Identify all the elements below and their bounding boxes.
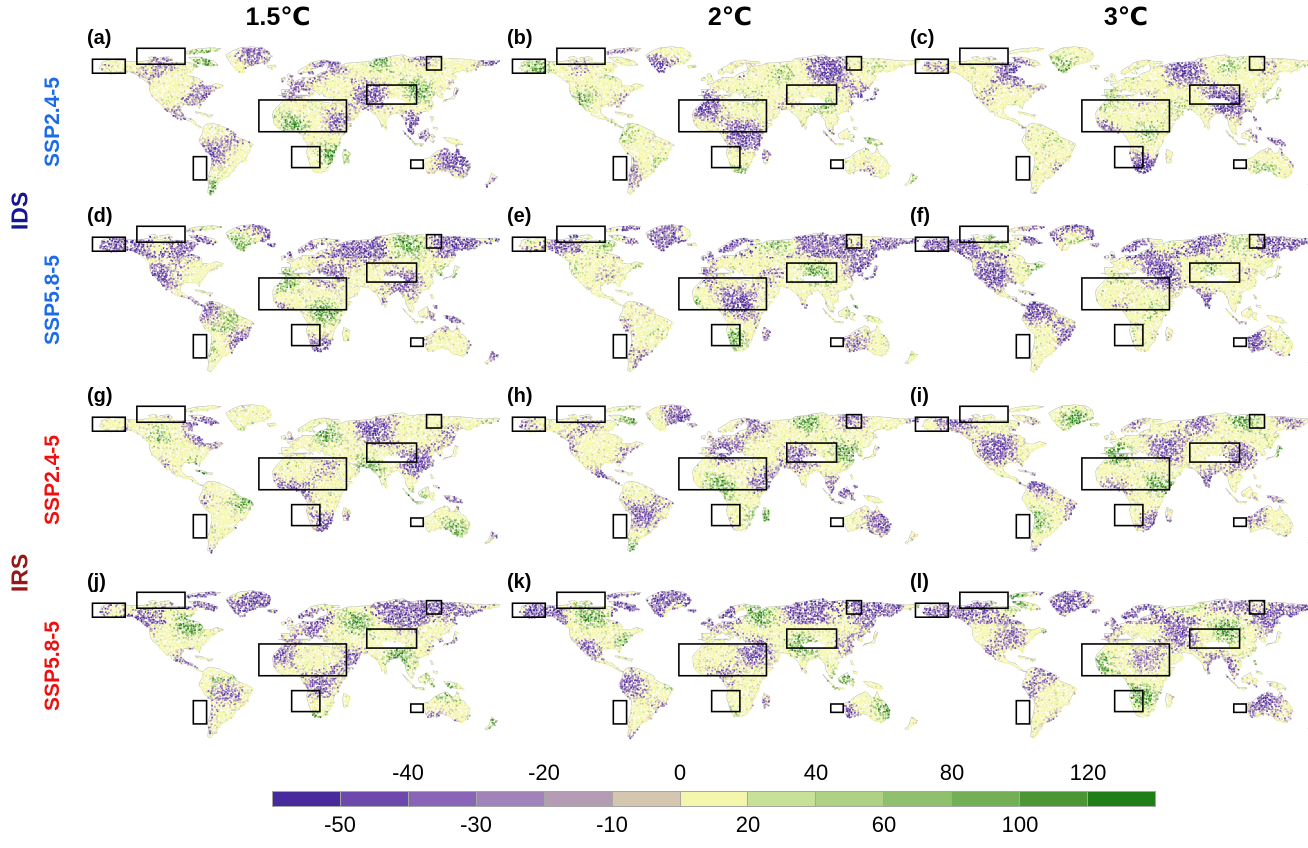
colorbar-tick-bottom: 100: [1001, 812, 1039, 837]
world-map: [908, 404, 1308, 556]
colorbar-segment: [543, 792, 612, 806]
map-panel-d: (d): [85, 205, 500, 376]
panel-letter: (h): [507, 385, 533, 407]
row-group-label-irs: IRS: [6, 553, 33, 593]
panel-letter: (e): [507, 205, 532, 227]
panel-letter: (d): [87, 205, 113, 227]
colorbar-tick-top: 40: [803, 760, 829, 785]
world-map: [908, 46, 1308, 198]
map-panel-h: (h): [505, 385, 920, 556]
colorbar-segment: [407, 792, 476, 806]
row-label-ssp245-irs: SSP2.4-5: [41, 435, 64, 525]
map-panel-c: (c): [908, 27, 1308, 198]
row-label-ssp585-irs: SSP5.8-5: [41, 621, 64, 711]
colorbar-tick-top: 0: [673, 760, 687, 785]
colorbar-tick-bottom: -50: [324, 812, 356, 837]
colorbar-segment: [1019, 792, 1088, 806]
colorbar-tick-bottom: -30: [460, 812, 492, 837]
world-map: [908, 590, 1308, 742]
colorbar-segment: [273, 792, 340, 806]
world-map: [85, 46, 500, 198]
map-panel-i: (i): [908, 385, 1308, 556]
column-header-3c: 3℃: [1103, 3, 1149, 31]
map-panel-a: (a): [85, 27, 500, 198]
world-map: [85, 404, 500, 556]
colorbar-tick-bottom: -10: [596, 812, 628, 837]
map-panel-k: (k): [505, 571, 920, 742]
panel-letter: (g): [87, 385, 113, 407]
map-panel-g: (g): [85, 385, 500, 556]
column-header-1-5c: 1.5℃: [245, 3, 311, 31]
row-label-ssp245-ids: SSP2.4-5: [41, 77, 64, 167]
panel-letter: (b): [507, 27, 533, 49]
world-map: [85, 590, 500, 742]
panel-letter: (f): [910, 205, 930, 227]
world-map: [505, 46, 920, 198]
world-map: [85, 224, 500, 376]
map-panel-b: (b): [505, 27, 920, 198]
colorbar-tick-top: -40: [392, 760, 424, 785]
colorbar-segment: [679, 792, 748, 806]
colorbar-segment: [339, 792, 408, 806]
map-panel-j: (j): [85, 571, 500, 742]
colorbar-segment: [815, 792, 884, 806]
colorbar-segment: [475, 792, 544, 806]
panel-letter: (j): [87, 571, 106, 593]
colorbar-tick-top: 80: [939, 760, 965, 785]
map-panel-l: (l): [908, 571, 1308, 742]
map-panel-f: (f): [908, 205, 1308, 376]
column-header-2c: 2℃: [707, 3, 753, 31]
panel-letter: (l): [910, 571, 929, 593]
world-map: [908, 224, 1308, 376]
row-label-ssp585-ids: SSP5.8-5: [41, 255, 64, 345]
colorbar-tick-top: 120: [1069, 760, 1107, 785]
world-map: [505, 404, 920, 556]
row-group-label-ids: IDS: [6, 191, 33, 231]
colorbar-segment: [1087, 792, 1155, 806]
colorbar-segment: [951, 792, 1020, 806]
panel-letter: (a): [87, 27, 112, 49]
panel-letter: (i): [910, 385, 929, 407]
world-map: [505, 224, 920, 376]
colorbar-segment: [747, 792, 816, 806]
world-map: [505, 590, 920, 742]
colorbar-tick-bottom: 60: [871, 812, 897, 837]
panel-letter: (k): [507, 571, 532, 593]
colorbar: [272, 791, 1156, 807]
map-panel-e: (e): [505, 205, 920, 376]
panel-letter: (c): [910, 27, 935, 49]
colorbar-segment: [611, 792, 680, 806]
colorbar-segment: [883, 792, 952, 806]
colorbar-tick-bottom: 20: [735, 812, 761, 837]
colorbar-tick-top: -20: [528, 760, 560, 785]
